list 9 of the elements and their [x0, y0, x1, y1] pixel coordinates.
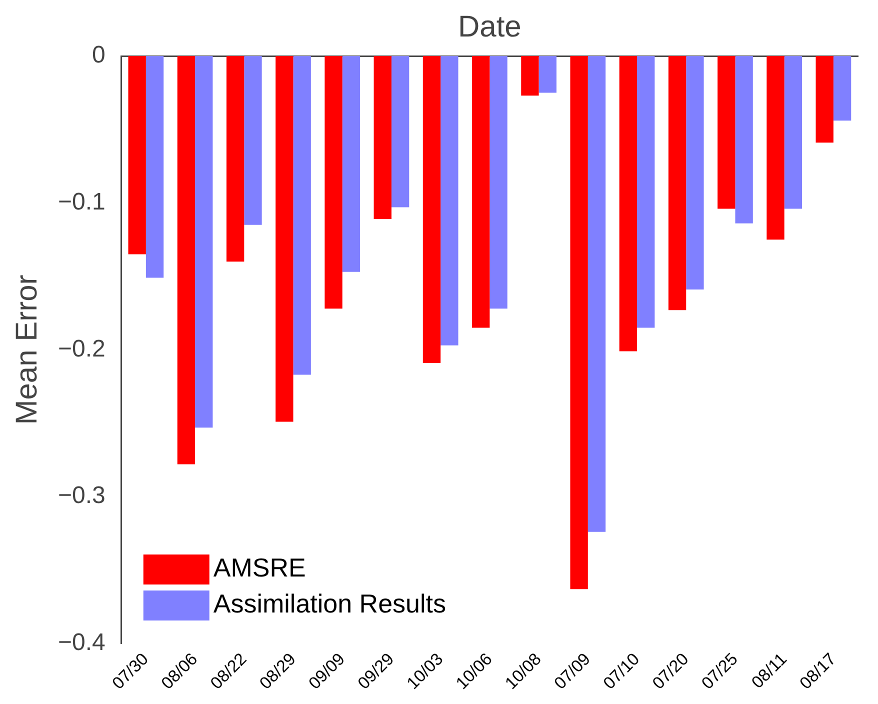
y-axis-title: Mean Error [10, 274, 44, 425]
legend-label: Assimilation Results [213, 588, 446, 619]
y-tick-label: −0.1 [58, 188, 106, 216]
y-tick-label: −0.2 [58, 335, 106, 362]
legend-label: AMSRE [213, 552, 306, 583]
y-tick-label: −0.3 [58, 482, 106, 510]
x-axis-title: Date [458, 10, 522, 44]
y-tick-label: 0 [92, 42, 106, 69]
y-tick-label: −0.4 [58, 629, 106, 656]
